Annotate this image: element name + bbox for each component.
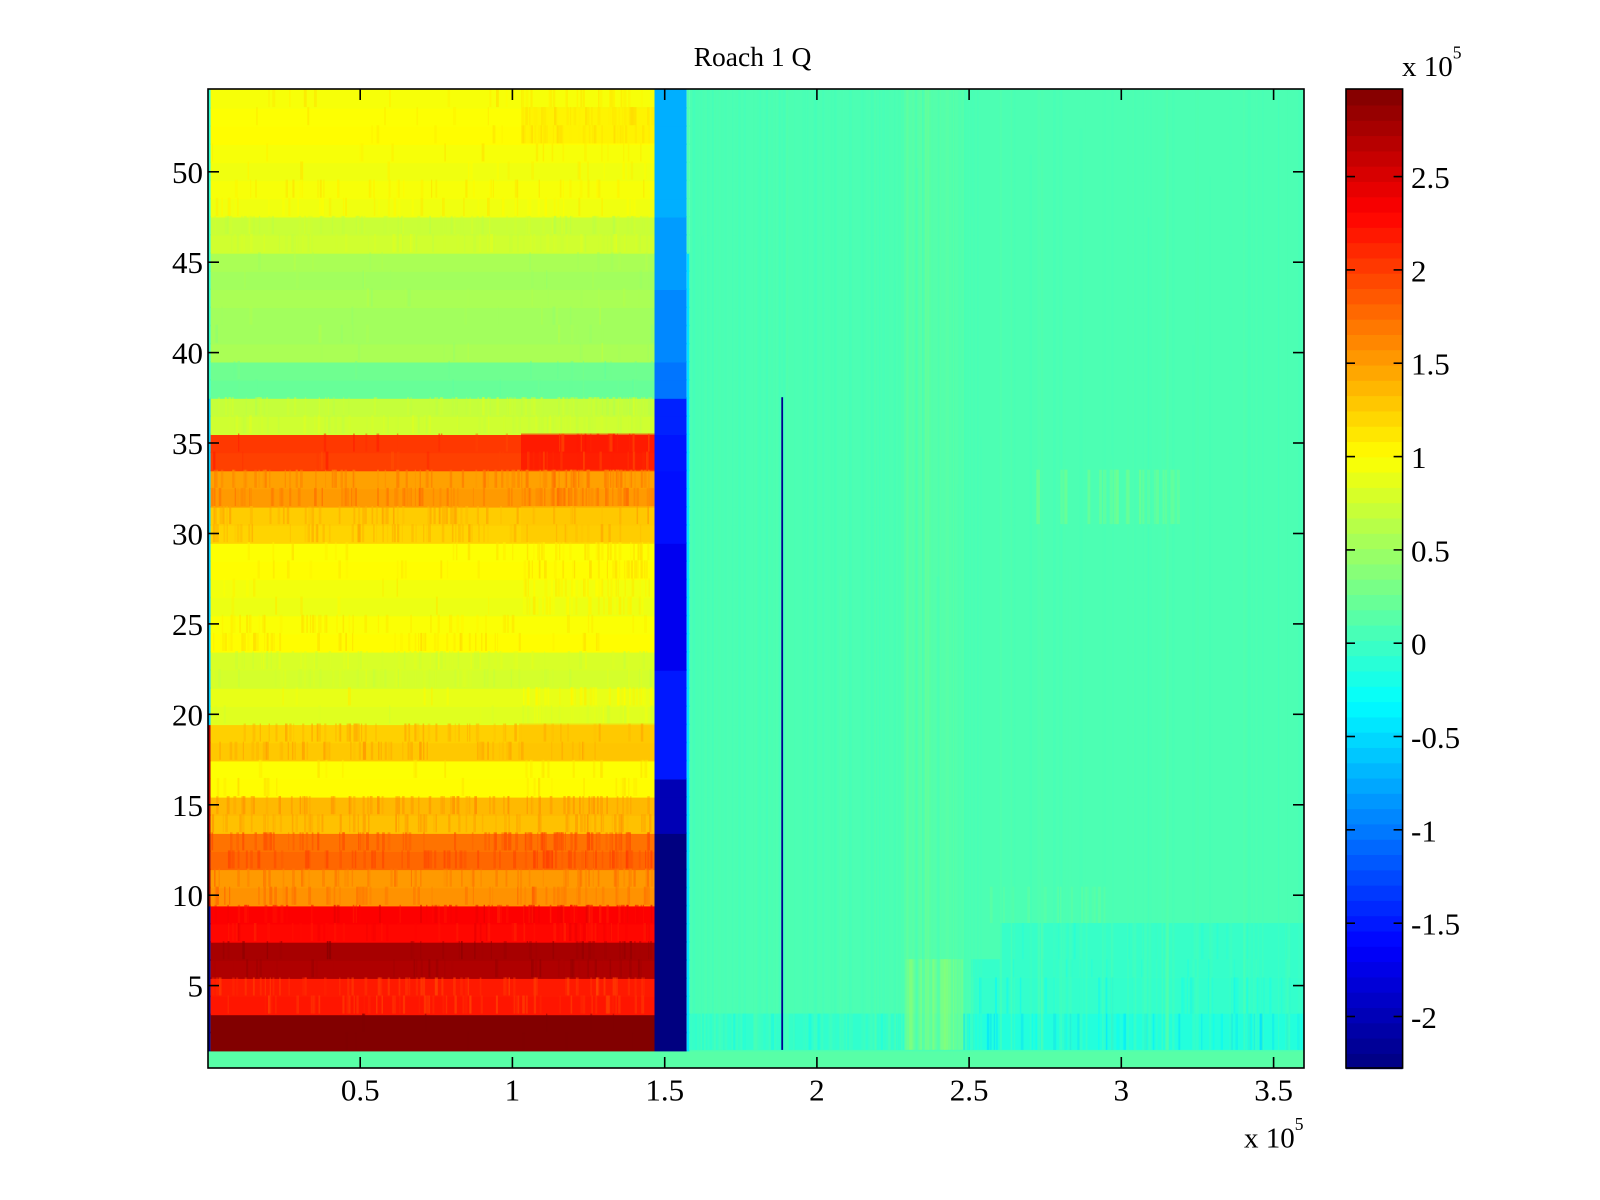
svg-text:25: 25 [172,607,203,642]
svg-text:2: 2 [809,1073,825,1108]
svg-text:2: 2 [1411,253,1427,288]
svg-text:0.5: 0.5 [341,1073,380,1108]
svg-text:3: 3 [1114,1073,1130,1108]
svg-text:2.5: 2.5 [950,1073,989,1108]
svg-text:35: 35 [172,426,203,461]
svg-text:-1: -1 [1411,813,1437,848]
svg-text:30: 30 [172,517,203,552]
svg-text:-0.5: -0.5 [1411,720,1460,755]
svg-text:40: 40 [172,336,203,371]
svg-text:2.5: 2.5 [1411,160,1450,195]
svg-text:0.5: 0.5 [1411,533,1450,568]
svg-text:1: 1 [505,1073,521,1108]
svg-text:3.5: 3.5 [1254,1073,1293,1108]
svg-text:45: 45 [172,245,203,280]
svg-text:50: 50 [172,155,203,190]
svg-text:1.5: 1.5 [1411,347,1450,382]
svg-text:Roach 1 Q: Roach 1 Q [694,41,812,72]
svg-text:-1.5: -1.5 [1411,907,1460,942]
svg-text:1: 1 [1411,440,1427,475]
svg-text:1.5: 1.5 [645,1073,684,1108]
svg-text:10: 10 [172,878,203,913]
svg-text:15: 15 [172,788,203,823]
svg-text:-2: -2 [1411,1000,1437,1035]
svg-text:20: 20 [172,697,203,732]
svg-text:5: 5 [188,969,204,1004]
svg-text:0: 0 [1411,627,1427,662]
